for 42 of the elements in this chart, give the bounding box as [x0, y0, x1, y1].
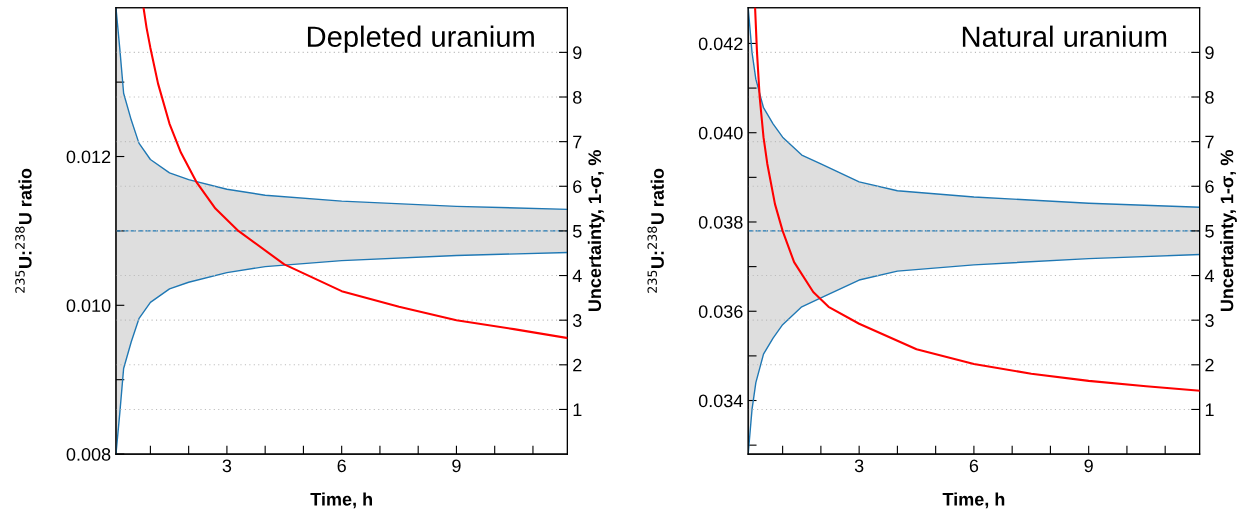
y2-tick-label: 1	[1205, 403, 1214, 416]
y2-tick-label: 3	[572, 314, 582, 327]
y2-tick-label: 8	[573, 90, 582, 104]
y-tick-label: 0.038	[698, 215, 743, 229]
chart-title: Natural uranium	[962, 25, 1167, 48]
x-tick-label: 3	[854, 459, 864, 473]
y2-tick-label: 2	[1205, 358, 1214, 372]
y-tick-label: 0.040	[698, 126, 743, 140]
y2-tick-label: 4	[572, 269, 582, 283]
text: Depleted uranium	[307, 25, 534, 53]
x-axis-title: Time, h	[942, 492, 1005, 509]
y-axis-title: $^{235}$U:$^{238}$U ratio	[647, 168, 664, 293]
y-tick-label: 0.008	[66, 448, 111, 461]
y2-tick-label: 5	[572, 225, 582, 238]
y2-tick-label: 4	[1204, 269, 1214, 283]
y2-axis-title: Uncertainty, 1-σ, %	[587, 150, 605, 312]
x-tick-label: 9	[452, 459, 461, 473]
y2-tick-label: 7	[573, 135, 582, 149]
y2-tick-label: 8	[1205, 90, 1214, 104]
y-tick-label: 0.034	[698, 394, 743, 408]
y2-tick-label: 7	[1205, 135, 1214, 149]
x-tick-label: 3	[222, 459, 232, 473]
y2-tick-label: 3	[1205, 314, 1214, 327]
y-axis-title: $^{235}$U:$^{238}$U ratio	[15, 168, 32, 293]
x-tick-label: 6	[969, 459, 979, 473]
y2-axis-title: Uncertainty, 1-σ, %	[1220, 150, 1237, 312]
line-series	[142, 7, 568, 340]
y2-tick-label: 6	[573, 180, 582, 193]
y-tick-label: 0.010	[66, 299, 111, 313]
y-tick-label: 0.012	[66, 150, 111, 164]
y2-tick-label: 1	[573, 403, 582, 416]
y2-tick-label: 9	[1205, 46, 1214, 60]
x-axis-title: Time, h	[310, 492, 372, 509]
y-tick-label: 0.036	[698, 305, 743, 318]
x-tick-label: 9	[1084, 459, 1093, 473]
y2-tick-label: 2	[573, 358, 582, 372]
line-series	[754, 7, 1200, 392]
y2-tick-label: 5	[1205, 225, 1214, 238]
y2-tick-label: 6	[1205, 180, 1214, 193]
y2-tick-label: 9	[573, 46, 582, 60]
y-tick-label: 0.042	[698, 37, 743, 51]
x-tick-label: 6	[337, 459, 346, 473]
